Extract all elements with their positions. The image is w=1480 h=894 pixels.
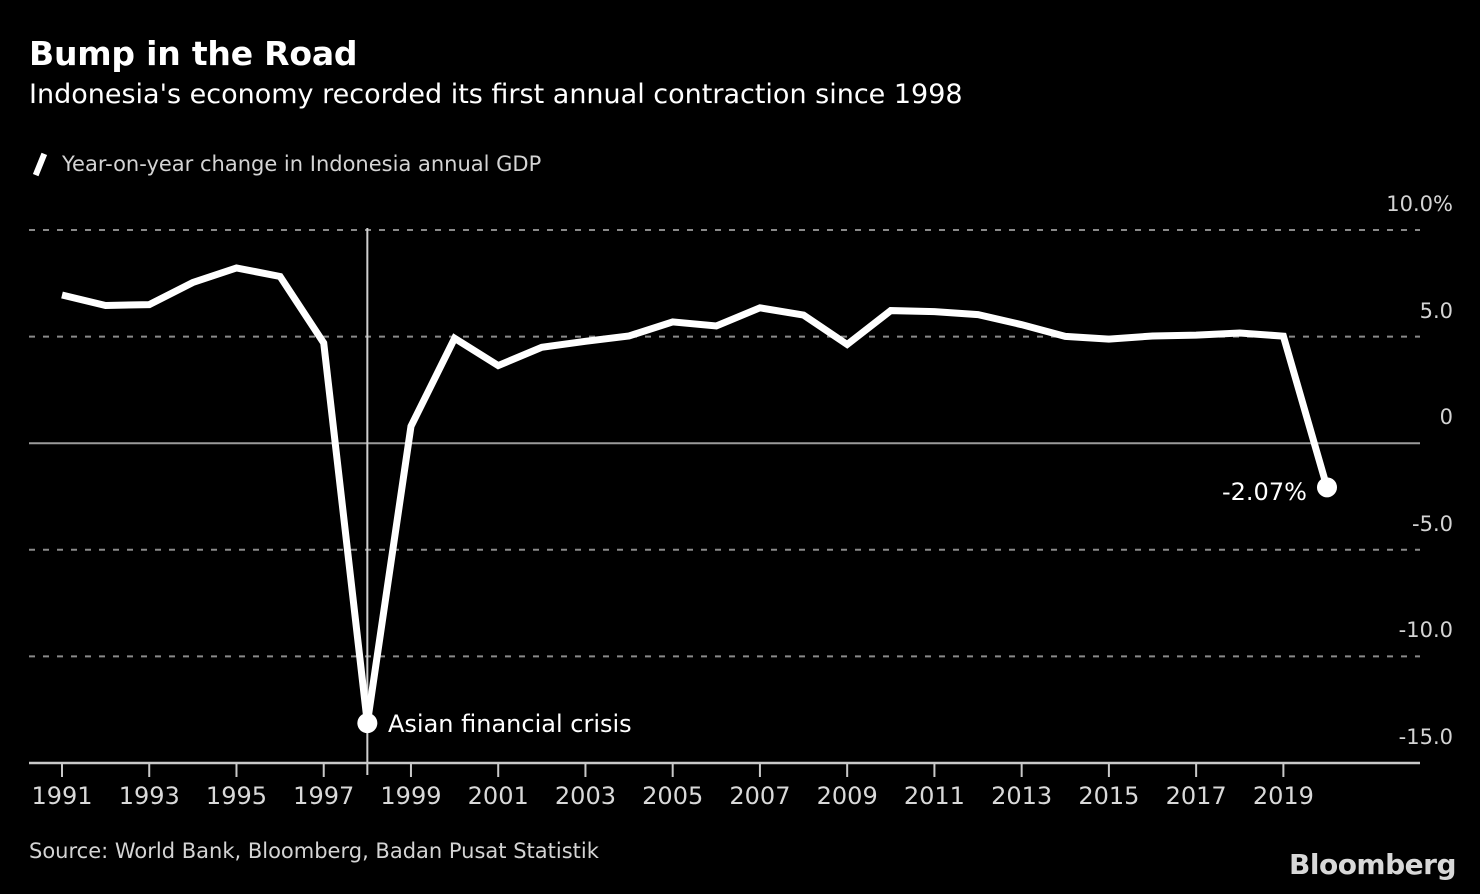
source-note: Source: World Bank, Bloomberg, Badan Pus… [29, 839, 599, 863]
x-axis-tick-label: 2019 [1252, 782, 1314, 810]
x-axis-tick-label: 1997 [293, 782, 355, 810]
x-axis-tick-label: 2013 [991, 782, 1053, 810]
y-axis-tick-label: -15.0 [1398, 725, 1453, 749]
x-axis-tick-label: 1995 [205, 782, 268, 810]
x-axis-tick-label: 1991 [31, 782, 93, 810]
bloomberg-logo: Bloomberg [1289, 848, 1456, 881]
x-axis-tick-label: 2007 [729, 782, 791, 810]
y-axis-tick-label: -5.0 [1412, 511, 1453, 536]
last-value-label: -2.07% [1222, 478, 1307, 506]
x-axis-tick-label: 2011 [903, 782, 965, 810]
crisis-annotation-label: Asian financial crisis [388, 710, 632, 738]
chart-header: Bump in the Road Indonesia's economy rec… [29, 34, 1429, 113]
data-line [61, 264, 1331, 724]
y-axis-tick-label: -10.0 [1398, 618, 1453, 643]
data-markers [357, 477, 1337, 734]
x-axis-tick-label: 1993 [118, 782, 180, 810]
x-axis-tick-label: 2005 [642, 782, 704, 810]
page-title: Bump in the Road [29, 34, 358, 73]
x-axis-tick-label: 2015 [1078, 782, 1140, 810]
y-axis-tick-label: 5.0 [1419, 298, 1453, 323]
y-axis-tick-label: 0 [1439, 405, 1453, 430]
x-axis-tick-label: 2017 [1165, 782, 1227, 810]
x-axis [29, 761, 1420, 777]
x-axis-tick-label: 2001 [467, 782, 529, 810]
x-axis-tick-label: 2009 [816, 782, 878, 810]
chart-legend: Year-on-year change in Indonesia annual … [29, 152, 542, 177]
legend-label: Year-on-year change in Indonesia annual … [62, 152, 542, 176]
gridlines [29, 229, 1420, 764]
page-subtitle: Indonesia's economy recorded its first a… [29, 79, 963, 110]
x-axis-tick-label: 1999 [380, 782, 442, 810]
x-axis-tick-label: 2003 [554, 782, 616, 810]
y-axis-tick-label: 10.0% [1386, 192, 1453, 216]
